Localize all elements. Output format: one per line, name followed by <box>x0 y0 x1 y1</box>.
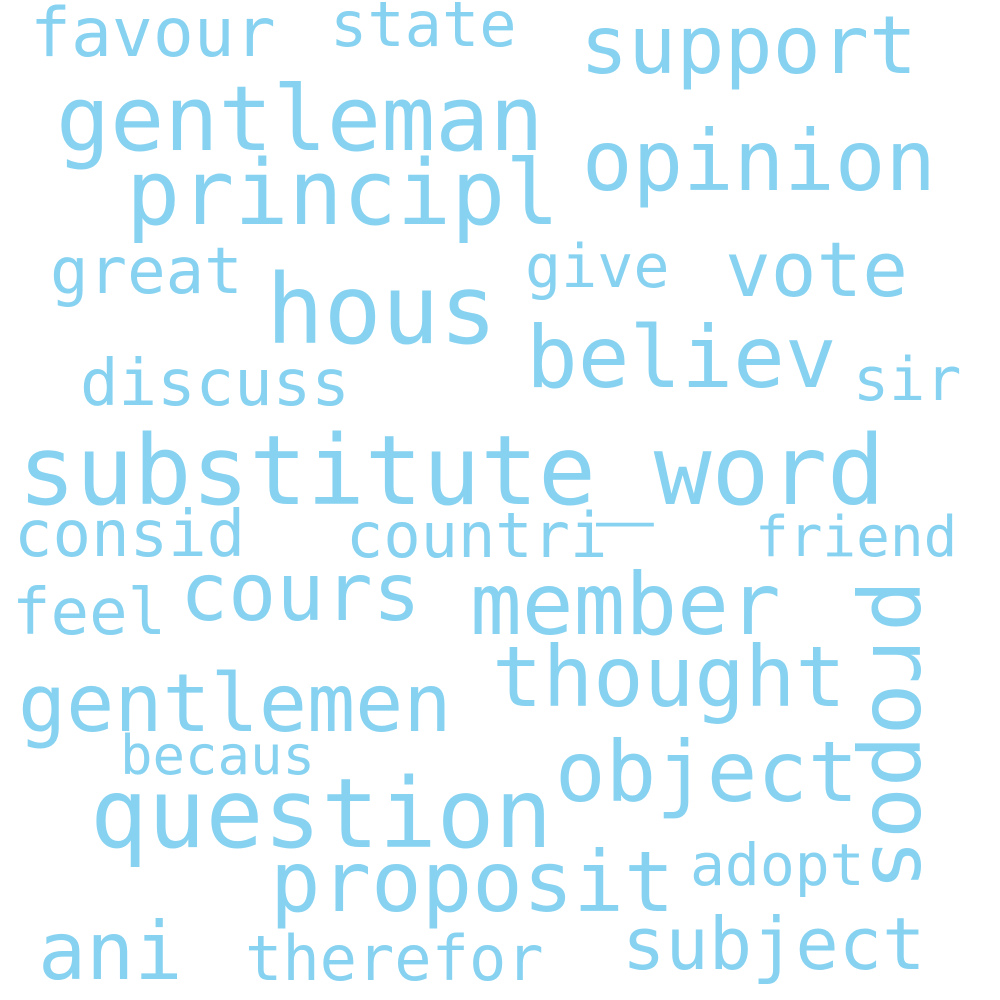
word-adopt: adopt <box>690 831 865 899</box>
word-member: member <box>470 555 781 655</box>
word-favour: favour <box>30 0 276 73</box>
word-principl: principl <box>126 141 560 246</box>
word-thought: thought <box>492 628 847 726</box>
word-sir: sir <box>853 345 962 415</box>
word-support: support <box>580 0 918 92</box>
word-proposit: proposit <box>270 833 675 931</box>
word-feel: feel <box>12 576 167 650</box>
word-therefor: therefor <box>245 922 544 995</box>
word-ani: ani <box>38 905 183 998</box>
word-countri: countri <box>346 499 608 572</box>
word-hous: hous <box>266 254 498 366</box>
word-cours: cours <box>180 546 421 639</box>
word-give: give <box>525 232 670 302</box>
word-question: question <box>90 758 553 870</box>
word-great: great <box>50 235 243 309</box>
word-friend: friend <box>755 505 958 570</box>
word-becaus: becaus <box>120 724 316 787</box>
word-object: object <box>555 723 859 821</box>
word-believ: believ <box>526 308 837 408</box>
word-gentleman: gentleman <box>56 67 544 172</box>
word-vote: vote <box>725 225 909 314</box>
word-state: state <box>330 0 517 61</box>
word-gentlemen: gentlemen <box>18 657 452 750</box>
word-opinion: opinion <box>582 112 937 210</box>
word-discuss: discuss <box>80 347 350 421</box>
word-propos: propos <box>852 580 952 891</box>
word-substitute-word: substitute_word <box>18 415 885 527</box>
word-subject: subject <box>622 902 926 986</box>
word-consid: consid <box>14 498 246 572</box>
